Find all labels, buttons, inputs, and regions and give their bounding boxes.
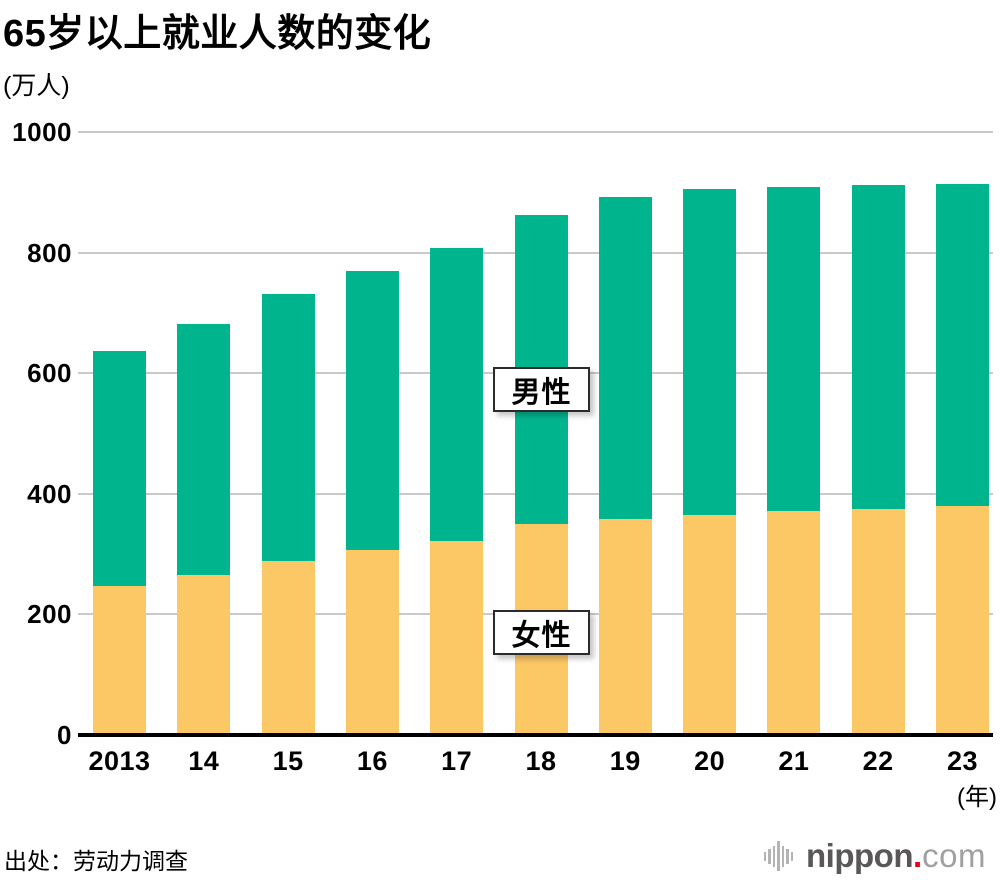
chart-title: 65岁以上就业人数的变化	[3, 13, 432, 55]
x-tick-label-20: 20	[694, 746, 726, 776]
soundwave-bar	[781, 845, 785, 867]
soundwave-bar	[786, 848, 789, 864]
bar-segment-female-22	[851, 508, 905, 735]
bar-group-22	[851, 185, 905, 735]
bar-segment-female-21	[767, 511, 821, 735]
bar-segment-male-22	[851, 185, 905, 509]
bar-group-14	[177, 323, 231, 736]
bar-segment-female-2013	[93, 586, 146, 735]
bar-segment-male-20	[683, 188, 737, 515]
bar-segment-male-19	[598, 197, 652, 520]
bar-segment-female-20	[683, 514, 737, 735]
soundwave-bar	[772, 845, 776, 867]
x-tick-label-18: 18	[525, 746, 557, 776]
bar-group-15	[261, 293, 315, 735]
bar-segment-male-14	[177, 323, 231, 576]
x-tick-label-22: 22	[862, 746, 894, 776]
y-tick-label-200: 200	[27, 599, 72, 630]
bar-segment-female-15	[261, 561, 315, 735]
x-tick-label-21: 21	[778, 746, 810, 776]
bar-group-18	[514, 215, 568, 735]
series-label-female: 女性	[493, 610, 590, 655]
x-tick-label-2013: 2013	[88, 746, 151, 776]
bar-group-16	[345, 270, 399, 735]
logo-dot: .	[912, 837, 923, 874]
series-label-male: 男性	[493, 367, 590, 412]
bar-segment-female-23	[936, 505, 989, 735]
bar-segment-female-17	[430, 540, 484, 736]
bar-segment-female-19	[598, 519, 652, 735]
gridline-1000	[78, 131, 993, 133]
bar-segment-male-23	[936, 183, 989, 506]
x-axis-line	[78, 733, 993, 737]
y-tick-label-1000: 1000	[12, 117, 72, 147]
bar-group-2013	[93, 350, 146, 735]
x-tick-label-14: 14	[188, 746, 220, 776]
bar-group-21	[767, 186, 821, 735]
soundwave-bar	[777, 841, 780, 871]
bar-segment-male-2013	[93, 350, 146, 587]
y-tick-label-400: 400	[27, 478, 72, 509]
x-tick-label-19: 19	[609, 746, 641, 776]
x-tick-label-16: 16	[356, 746, 388, 776]
logo-brand-text: nippon	[806, 837, 913, 874]
y-tick-label-800: 800	[27, 237, 72, 268]
bar-segment-male-17	[430, 248, 484, 541]
bar-group-23	[936, 183, 989, 735]
bar-segment-female-16	[345, 550, 399, 735]
soundwave-bar	[763, 851, 767, 861]
soundwave-icon	[763, 839, 796, 873]
bar-segment-male-21	[767, 186, 821, 512]
y-tick-label-0: 0	[57, 720, 72, 750]
y-axis-unit-label: (万人)	[3, 72, 70, 100]
x-axis-unit-label: (年)	[957, 784, 997, 811]
bar-segment-male-16	[345, 270, 399, 551]
bar-segment-female-14	[177, 575, 231, 736]
nippon-logo: nippon . com	[763, 836, 986, 876]
bar-group-19	[598, 197, 652, 735]
y-tick-label-600: 600	[27, 358, 72, 389]
soundwave-bar	[790, 851, 794, 861]
soundwave-bar	[768, 848, 771, 864]
x-tick-label-17: 17	[441, 746, 473, 776]
bar-group-20	[683, 188, 737, 735]
source-note: 出处：劳动力调查	[4, 848, 188, 874]
x-tick-label-23: 23	[946, 746, 979, 776]
x-tick-label-15: 15	[272, 746, 304, 776]
logo-tld-text: com	[922, 837, 986, 874]
bar-group-17	[430, 248, 484, 736]
bar-segment-male-15	[261, 293, 315, 562]
